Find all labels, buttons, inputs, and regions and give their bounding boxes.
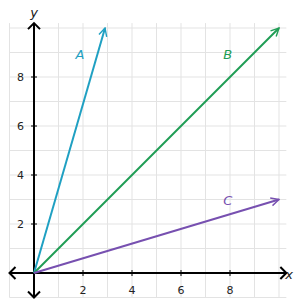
minor-grid-line	[9, 23, 10, 297]
grid-line	[181, 23, 182, 297]
series-label: C	[223, 193, 233, 208]
series-group	[34, 28, 279, 273]
grid-line	[10, 224, 287, 225]
minor-grid-line	[10, 248, 287, 249]
minor-grid-line	[156, 23, 157, 297]
grid	[10, 23, 287, 297]
minor-grid-line	[205, 23, 206, 297]
grid-line	[230, 23, 231, 297]
chart: 2 4 6 8 2 4 6 8 x y A B C	[0, 0, 296, 306]
axis-arrow	[28, 292, 40, 298]
grid-line	[10, 126, 287, 127]
grid-line	[132, 23, 133, 297]
y-tick	[31, 77, 37, 78]
series-label: A	[74, 47, 84, 62]
y-tick-label: 8	[17, 71, 24, 84]
grid-line	[10, 175, 287, 176]
minor-grid-line	[58, 23, 59, 297]
x-axis	[10, 272, 287, 274]
axis-arrow	[28, 23, 40, 29]
x-tick	[230, 270, 231, 276]
x-tick	[83, 270, 84, 276]
series-label: B	[223, 47, 232, 62]
minor-grid-line	[10, 199, 287, 200]
minor-grid-line	[10, 150, 287, 151]
axes: 2 4 6 8 2 4 6 8	[10, 23, 287, 297]
series-labels: A B C	[74, 47, 233, 208]
x-tick-label: 4	[129, 284, 136, 297]
x-tick-label: 6	[178, 284, 185, 297]
minor-grid-line	[107, 23, 108, 297]
y-tick-label: 2	[17, 218, 24, 231]
vector	[34, 28, 279, 273]
minor-grid-line	[254, 23, 255, 297]
y-tick	[31, 175, 37, 176]
x-tick-label: 2	[80, 284, 87, 297]
x-axis-label: x	[284, 267, 293, 282]
x-tick	[132, 270, 133, 276]
minor-grid-line	[10, 52, 287, 53]
axis-arrow	[10, 267, 16, 279]
y-tick-label: 6	[17, 120, 24, 133]
minor-grid-line	[10, 28, 287, 29]
minor-grid-line	[10, 101, 287, 102]
y-tick-label: 4	[17, 169, 24, 182]
x-tick-label: 8	[227, 284, 234, 297]
y-tick	[31, 224, 37, 225]
x-tick	[181, 270, 182, 276]
y-tick	[31, 126, 37, 127]
grid-line	[10, 77, 287, 78]
y-axis	[33, 23, 35, 297]
grid-line	[83, 23, 84, 297]
minor-grid-line	[279, 23, 280, 297]
minor-grid-line	[34, 23, 35, 297]
y-axis-label: y	[29, 5, 38, 20]
vector	[34, 200, 279, 274]
minor-grid-line	[10, 297, 287, 298]
minor-grid-line	[10, 273, 287, 274]
